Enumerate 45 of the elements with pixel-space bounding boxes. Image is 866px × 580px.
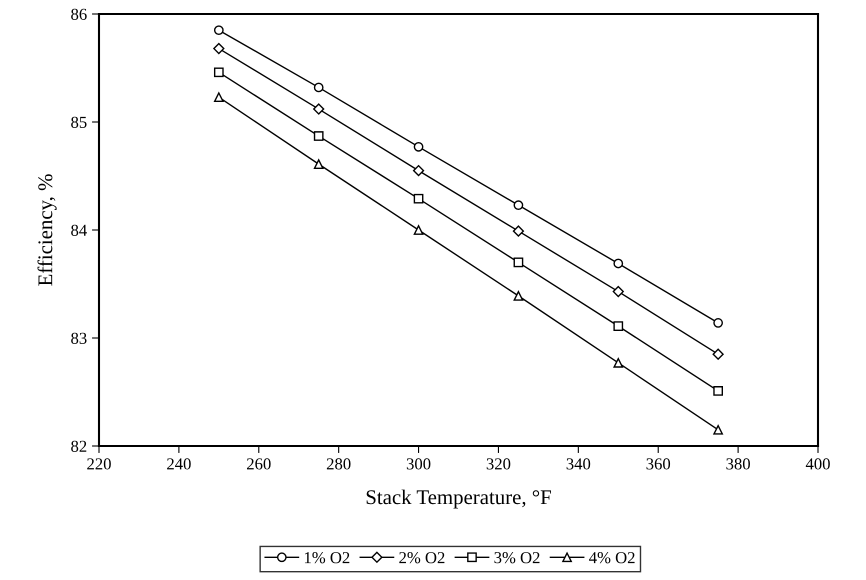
point <box>412 164 424 176</box>
x-tick-label: 220 <box>87 458 111 470</box>
point <box>314 159 324 169</box>
point <box>514 200 524 210</box>
x-tick-label: 260 <box>247 458 271 470</box>
point <box>313 103 324 115</box>
point <box>214 67 224 78</box>
point <box>213 42 224 54</box>
x-tick-label: 360 <box>646 458 670 470</box>
point <box>514 291 524 301</box>
point <box>713 386 723 396</box>
point <box>314 82 324 92</box>
legend-label: 1% O2 <box>304 552 350 564</box>
y-tick-label: 86 <box>71 8 87 20</box>
y-tick-label: 85 <box>71 116 87 128</box>
x-tick-label: 320 <box>486 458 510 470</box>
legend-label: 2% O2 <box>399 552 444 564</box>
point <box>713 424 723 435</box>
point <box>512 225 524 237</box>
x-tick-label: 300 <box>406 458 430 470</box>
x-tick-label: 280 <box>326 458 351 470</box>
point <box>713 318 723 328</box>
point <box>613 258 624 268</box>
point <box>613 358 624 368</box>
x-tick-label: 240 <box>167 458 191 470</box>
legend-label: 4% O2 <box>589 552 635 564</box>
point <box>414 194 424 204</box>
point <box>314 131 324 141</box>
point <box>712 348 724 360</box>
point <box>514 258 524 268</box>
y-tick-label: 82 <box>71 440 86 452</box>
point <box>214 92 224 102</box>
point <box>214 25 224 36</box>
point <box>414 142 424 152</box>
x-tick-label: 340 <box>566 458 590 470</box>
y-tick-label: 84 <box>71 224 87 236</box>
point <box>414 225 424 235</box>
point <box>613 321 624 331</box>
x-axis-title: Stack Temperature, °F <box>366 490 551 508</box>
legend-label: 3% O2 <box>494 552 540 564</box>
point <box>612 286 624 298</box>
y-axis-title: Efficiency, % <box>37 174 57 286</box>
x-tick-label: 380 <box>726 458 750 470</box>
y-tick-label: 83 <box>71 332 87 344</box>
x-tick-label: 400 <box>806 458 830 470</box>
